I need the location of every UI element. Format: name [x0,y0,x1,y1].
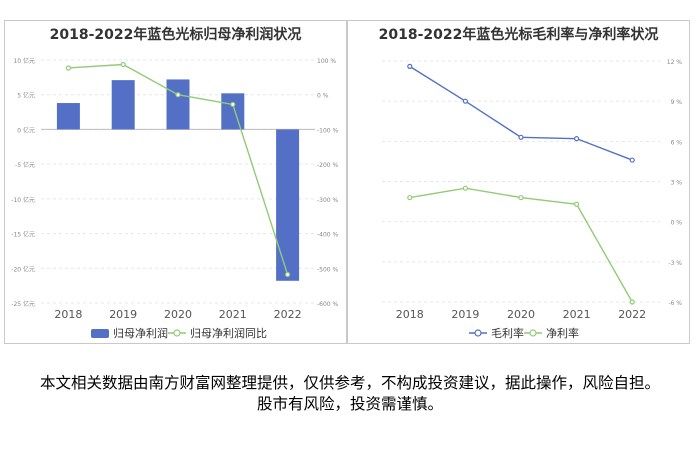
chart-title: 2018-2022年蓝色光标归母净利润状况 [49,27,302,43]
y-left-tick-label: 5 亿元 [17,92,35,100]
line-net-margin [409,187,633,303]
y-right-tick-label: 0 % [671,220,683,227]
y-right-tick-label: 9 % [671,99,683,106]
x-tick-label: 2022 [274,308,302,321]
legend-label: 归母净利润同比 [190,326,267,340]
point-net-margin [462,185,469,191]
point-gross-margin [629,157,635,163]
bar-net-profit [276,129,300,281]
y-right-tick-label: 3 % [671,180,683,187]
x-tick-label: 2019 [451,308,479,321]
y-right-tick-label: -100 % [317,127,339,134]
y-left-tick-label: -10 亿元 [11,196,35,204]
y-right-tick-label: -500 % [317,266,339,273]
x-tick-label: 2018 [54,308,82,321]
y-left-tick-label: -5 亿元 [15,161,35,169]
point-net-margin [518,194,524,201]
point-net-margin [574,201,580,207]
line-gross-margin [409,65,633,161]
y-left-tick-label: -25 亿元 [11,300,35,308]
y-right-tick-label: -3 % [668,260,682,267]
point-yoy [65,65,72,71]
y-left-tick-label: 0 亿元 [17,126,35,134]
legend-swatch-marker [529,329,537,337]
y-right-tick-label: 12 % [667,59,683,66]
x-tick-label: 2019 [109,308,137,321]
legend-swatch-marker [173,329,181,337]
bar-net-profit [111,80,135,130]
legend-label: 净利率 [546,326,579,340]
point-net-margin [407,194,413,201]
point-yoy [120,61,126,68]
y-right-tick-label: -6 % [668,300,682,307]
x-tick-label: 2021 [219,308,247,321]
y-left-tick-label: 10 亿元 [13,57,35,65]
footnote: 本文相关数据由南方财富网整理提供，仅供参考，不构成投资建议，据此操作，风险自担。… [40,374,661,413]
chart-panel-margins: 2018-2022年蓝色光标毛利率与净利率状况 12 % 9 % 6 % 3 % 0 %… [347,20,690,344]
y-right-tick-label: 0 % [317,93,329,100]
point-net-margin [629,299,635,305]
point-gross-margin [574,136,580,142]
x-tick-label: 2020 [507,308,535,321]
bar-net-profit [166,79,190,130]
legend-swatch-bar [91,329,109,338]
net-profit-chart: 10 亿元 5 亿元 0 亿元 -5 亿元 -10 亿元 -15 亿元 -20 亿元 -25 … [11,57,339,340]
x-tick-label: 2018 [396,308,424,321]
y-left-tick-label: -20 亿元 [11,265,35,273]
bar-net-profit [56,103,80,130]
y-right-tick-label: -400 % [317,232,339,239]
x-tick-label: 2021 [563,308,591,321]
legend-label: 毛利率 [491,326,524,340]
margin-chart: 12 % 9 % 6 % 3 % 0 % -3 % -6 % 2018 2019 2020 2021… [382,59,683,340]
legend-label: 归母净利润 [113,326,168,340]
point-gross-margin [518,134,524,140]
legend-swatch-marker [474,329,482,337]
point-gross-margin [407,63,413,69]
point-yoy [175,92,181,98]
x-tick-label: 2022 [618,308,646,321]
chart-title: 2018-2022年蓝色光标毛利率与净利率状况 [378,27,659,43]
y-right-tick-label: -300 % [317,197,339,204]
y-right-tick-label: 6 % [671,139,683,146]
x-tick-label: 2020 [164,308,192,321]
y-right-tick-label: -200 % [317,162,339,169]
point-gross-margin [462,98,469,104]
y-right-tick-label: -600 % [317,301,339,308]
point-yoy [285,271,291,278]
bar-net-profit [221,93,245,130]
chart-panel-net-profit: 2018-2022年蓝色光标归母净利润状况 10 亿元 5 亿元 0 亿元 -5 亿元… [4,20,347,344]
y-left-tick-label: -15 亿元 [11,231,35,239]
y-right-tick-label: 100 % [317,58,336,65]
point-yoy [230,101,236,108]
